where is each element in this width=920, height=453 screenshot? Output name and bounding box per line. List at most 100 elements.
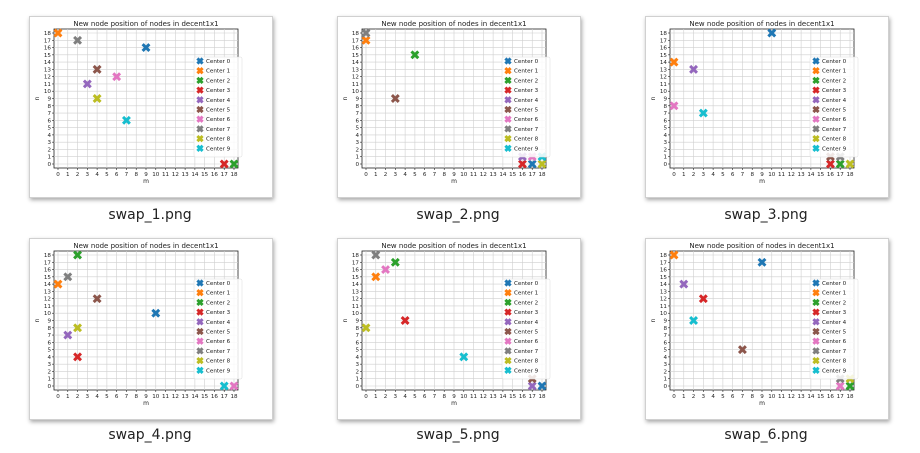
x-tick-label: 15	[201, 172, 209, 178]
thumbnail[interactable]: 0 1 2 3 4 5 6 7 8 9 10 11 12 13 14 15 16 17 18 0 1 2 3 4 5 6 7 8 9 10…	[29, 238, 273, 420]
legend-marker	[196, 337, 204, 345]
file-name-label[interactable]: swap_6.png	[724, 427, 808, 443]
x-axis-label: m	[759, 178, 765, 185]
gallery-item-swap-5[interactable]: 0 1 2 3 4 5 6 7 8 9 10 11 12 13 14 15 16 17 18 0 1 2 3 4 5 6 7 8 9 10…	[308, 222, 608, 448]
y-tick-label: 11	[352, 304, 360, 310]
thumbnail[interactable]: 0 1 2 3 4 5 6 7 8 9 10 11 12 13 14 15 16 17 18 0 1 2 3 4 5 6 7 8 9 10…	[337, 238, 581, 420]
data-point	[141, 43, 151, 53]
data-point	[112, 72, 122, 82]
gallery-item-swap-4[interactable]: 0 1 2 3 4 5 6 7 8 9 10 11 12 13 14 15 16 17 18 0 1 2 3 4 5 6 7 8 9 10…	[0, 222, 300, 448]
y-tick-label: 8	[47, 104, 51, 110]
file-name-label[interactable]: swap_2.png	[416, 207, 500, 223]
legend-marker	[196, 318, 204, 326]
legend-marker	[504, 57, 512, 65]
legend-marker	[196, 366, 204, 374]
legend-marker	[196, 115, 204, 123]
x-tick-label: 12	[788, 394, 795, 400]
file-name-label[interactable]: swap_5.png	[416, 427, 500, 443]
legend-marker	[196, 76, 204, 85]
legend-marker	[196, 86, 204, 94]
y-tick-label: 1	[355, 377, 359, 383]
y-tick-label: 11	[352, 82, 360, 88]
scatter-chart: 0 1 2 3 4 5 6 7 8 9 10 11 12 13 14 15 16 17 18012345678910…	[34, 242, 243, 407]
x-tick-label: 9	[760, 394, 764, 400]
y-tick-label: 2	[355, 147, 359, 153]
y-tick-label: 14	[44, 60, 52, 66]
legend-label: Center 5	[822, 330, 847, 336]
x-tick-label: 13	[490, 394, 498, 400]
x-tick-label: 11	[470, 394, 478, 400]
data-point	[845, 159, 855, 169]
legend-label: Center 8	[822, 359, 847, 365]
y-tick-label: 11	[44, 304, 52, 310]
gallery-item-swap-3[interactable]: 0 1 2 3 4 5 6 7 8 9 10 11 12 13 14 15 16 17 18 0 1 2 3 4 5 6 7 8 9 10…	[616, 0, 916, 226]
y-tick-label: 0	[355, 384, 359, 390]
x-tick-label: 4	[95, 394, 99, 400]
file-name-label[interactable]: swap_4.png	[108, 427, 192, 443]
data-point	[229, 159, 239, 169]
legend-box	[193, 56, 243, 158]
legend-label: Center 3	[514, 88, 539, 94]
data-point	[361, 323, 371, 333]
y-tick-label: 11	[660, 304, 668, 310]
legend-marker	[504, 347, 512, 355]
thumbnail[interactable]: 0 1 2 3 4 5 6 7 8 9 10 11 12 13 14 15 16 17 18 0 1 2 3 4 5 6 7 8 9 10…	[645, 16, 889, 198]
y-tick-label: 0	[663, 384, 667, 390]
y-tick-label: 3	[355, 362, 359, 368]
y-tick-label: 15	[44, 53, 52, 59]
data-point	[390, 94, 400, 103]
file-name-label[interactable]: swap_3.png	[724, 207, 808, 223]
x-tick-label: 14	[499, 394, 507, 400]
gallery-item-swap-6[interactable]: 0 1 2 3 4 5 6 7 8 9 10 11 12 13 14 15 16 17 18 0 1 2 3 4 5 6 7 8 9 10…	[616, 222, 916, 448]
y-tick-label: 16	[660, 268, 668, 274]
x-tick-label: 15	[509, 172, 517, 178]
legend-marker	[812, 308, 820, 316]
y-tick-label: 10	[44, 89, 52, 95]
legend-label: Center 1	[822, 69, 847, 75]
data-point	[767, 28, 777, 38]
x-tick-label: 8	[442, 394, 446, 400]
legend-box	[501, 56, 551, 158]
x-tick-label: 9	[452, 394, 456, 400]
x-tick-label: 18	[538, 172, 546, 178]
data-point	[845, 381, 855, 391]
x-tick-label: 6	[731, 394, 735, 400]
thumbnail[interactable]: 0 1 2 3 4 5 6 7 8 9 10 11 12 13 14 15 16 17 18 0 1 2 3 4 5 6 7 8 9 10…	[337, 16, 581, 198]
thumbnail[interactable]: 0 1 2 3 4 5 6 7 8 9 10 11 12 13 14 15 16 17 18 0 1 2 3 4 5 6 7 8 9 10…	[645, 238, 889, 420]
x-axis-label: m	[451, 400, 457, 407]
x-tick-label: 5	[721, 394, 725, 400]
legend-marker	[504, 289, 512, 297]
gallery-item-swap-2[interactable]: 0 1 2 3 4 5 6 7 8 9 10 11 12 13 14 15 16 17 18 0 1 2 3 4 5 6 7 8 9 10…	[308, 0, 608, 226]
x-tick-label: 18	[230, 394, 238, 400]
y-tick-label: 14	[660, 282, 668, 288]
thumbnail[interactable]: 0 1 2 3 4 5 6 7 8 9 10 11 12 13 14 15 16 17 18 0 1 2 3 4 5 6 7 8 9 10…	[29, 16, 273, 198]
x-tick-label: 7	[433, 172, 437, 178]
x-tick-label: 11	[778, 172, 786, 178]
x-tick-label: 5	[413, 394, 417, 400]
data-point	[92, 64, 102, 74]
y-tick-label: 6	[47, 340, 51, 346]
y-tick-label: 2	[47, 369, 51, 375]
legend-marker	[196, 356, 204, 365]
legend-label: Center 9	[514, 146, 539, 152]
chart-title: New node position of nodes in decent1x1	[689, 242, 834, 250]
data-point	[669, 101, 679, 111]
data-point	[92, 294, 102, 304]
y-tick-label: 3	[47, 362, 51, 368]
data-point	[527, 381, 537, 391]
legend-marker	[812, 337, 820, 345]
x-tick-label: 7	[741, 172, 745, 178]
x-tick-label: 4	[95, 172, 99, 178]
y-tick-label: 0	[663, 162, 667, 168]
legend-label: Center 0	[822, 59, 847, 65]
data-point	[219, 381, 229, 391]
file-name-label[interactable]: swap_1.png	[108, 207, 192, 223]
legend-label: Center 3	[514, 310, 539, 316]
legend-label: Center 8	[206, 359, 231, 365]
data-point	[121, 115, 131, 125]
legend-label: Center 5	[822, 108, 847, 114]
gallery-item-swap-1[interactable]: 0 1 2 3 4 5 6 7 8 9 10 11 12 13 14 15 16 17 18 0 1 2 3 4 5 6 7 8 9 10…	[0, 0, 300, 226]
x-tick-label: 5	[721, 172, 725, 178]
y-tick-label: 3	[355, 140, 359, 146]
legend-marker	[812, 366, 820, 374]
